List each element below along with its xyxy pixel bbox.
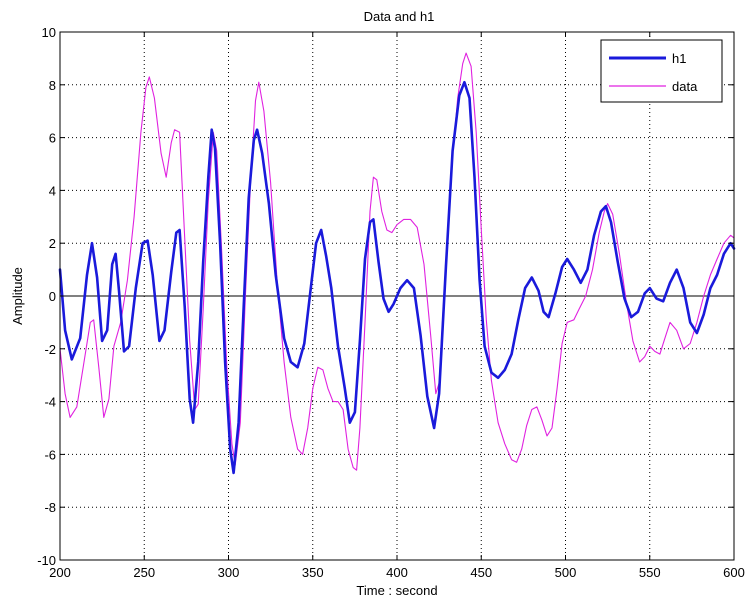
y-tick-label: 2: [49, 236, 56, 251]
x-tick-label: 350: [302, 565, 324, 580]
legend-label-h1: h1: [672, 51, 686, 66]
y-tick-label: -8: [44, 500, 56, 515]
series-layer: [58, 52, 736, 475]
y-tick-label: -2: [44, 342, 56, 357]
x-tick-label: 600: [723, 565, 745, 580]
legend-box: [600, 39, 723, 103]
y-axis-label: Amplitude: [10, 267, 25, 325]
x-tick-label: 300: [218, 565, 240, 580]
x-axis-ticks: 200 250 300 350 400 450 500 550 600: [49, 32, 745, 580]
x-tick-label: 550: [639, 565, 661, 580]
y-tick-label: -6: [44, 447, 56, 462]
y-tick-label: 0: [49, 289, 56, 304]
y-tick-label: 6: [49, 131, 56, 146]
legend-label-data: data: [672, 79, 698, 94]
x-tick-label: 200: [49, 565, 71, 580]
x-tick-label: 450: [470, 565, 492, 580]
x-tick-label: 250: [133, 565, 155, 580]
y-axis-ticks: -10 -8 -6 -4 -2 0 2 4 6 8 10: [37, 25, 734, 568]
x-tick-label: 500: [555, 565, 577, 580]
y-tick-label: -4: [44, 395, 56, 410]
y-tick-label: -10: [37, 553, 56, 568]
x-axis-label: Time : second: [356, 583, 437, 598]
legend: h1 data: [600, 39, 723, 103]
y-tick-label: 4: [49, 183, 56, 198]
y-tick-label: 10: [42, 25, 56, 40]
series-line-h1: [58, 80, 736, 475]
x-tick-label: 400: [386, 565, 408, 580]
y-tick-label: 8: [49, 78, 56, 93]
chart-title: Data and h1: [364, 9, 435, 24]
grid-lines: [60, 32, 734, 560]
series-line-data: [59, 52, 735, 471]
